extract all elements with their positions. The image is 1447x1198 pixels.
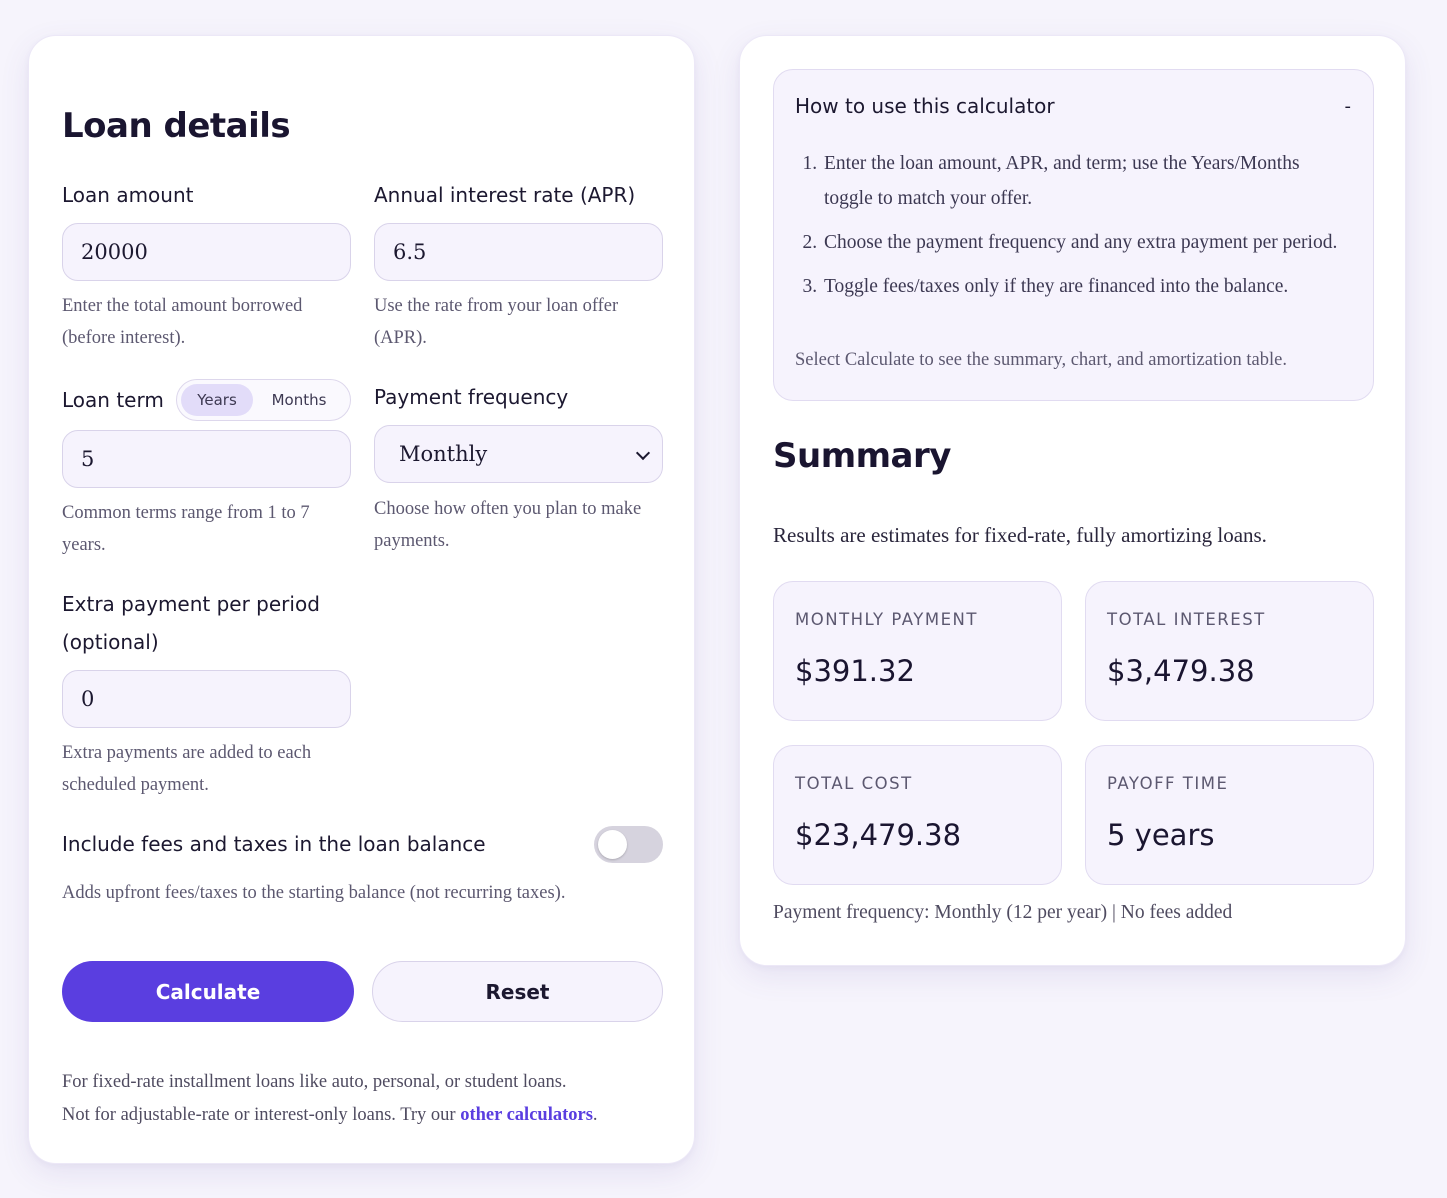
howto-step: Enter the loan amount, APR, and term; us…	[822, 146, 1352, 216]
stat-label: TOTAL INTEREST	[1107, 610, 1266, 629]
stat-label: PAYOFF TIME	[1107, 774, 1229, 793]
fees-hint: Adds upfront fees/taxes to the starting …	[62, 883, 566, 903]
payment-frequency-select[interactable]: Monthly	[374, 425, 663, 483]
fees-label: Include fees and taxes in the loan balan…	[62, 832, 486, 856]
fees-toggle[interactable]	[594, 826, 663, 863]
frequency-note: Payment frequency: Monthly (12 per year)…	[773, 902, 1233, 923]
loan-term-hint: Common terms range from 1 to 7 years.	[62, 503, 310, 555]
toggle-knob	[598, 830, 627, 859]
payment-frequency-hint: Choose how often you plan to make paymen…	[374, 499, 642, 551]
loan-details-title: Loan details	[62, 106, 291, 146]
summary-title: Summary	[773, 436, 951, 476]
extra-payment-input[interactable]: 0	[62, 670, 351, 728]
stat-label: MONTHLY PAYMENT	[795, 610, 978, 629]
loan-details-card: Loan details Loan amount 20000 Enter the…	[28, 35, 695, 1164]
howto-step: Choose the payment frequency and any ext…	[822, 225, 1352, 260]
loan-term-label: Loan term	[62, 388, 164, 412]
stat-value: $3,479.38	[1107, 654, 1255, 688]
extra-payment-label: Extra payment per period (optional)	[62, 592, 320, 654]
summary-intro: Results are estimates for fixed-rate, fu…	[773, 523, 1267, 547]
loan-amount-hint: Enter the total amount borrowed (before …	[62, 296, 303, 348]
apr-hint: Use the rate from your loan offer (APR).	[374, 296, 619, 348]
chevron-down-icon	[635, 445, 651, 461]
stat-monthly-payment: MONTHLY PAYMENT $391.32	[773, 581, 1062, 721]
loan-amount-label: Loan amount	[62, 183, 194, 207]
apr-input[interactable]: 6.5	[374, 223, 663, 281]
apr-label: Annual interest rate (APR)	[374, 183, 636, 207]
footnote-line-1: For fixed-rate installment loans like au…	[62, 1072, 567, 1092]
howto-panel: How to use this calculator - Enter the l…	[773, 69, 1374, 401]
term-unit-years[interactable]: Years	[181, 384, 253, 416]
stat-label: TOTAL COST	[795, 774, 913, 793]
payment-frequency-value: Monthly	[399, 442, 488, 466]
collapse-icon[interactable]: -	[1344, 96, 1352, 117]
howto-note: Select Calculate to see the summary, cha…	[795, 350, 1287, 370]
footnote-line-2: Not for adjustable-rate or interest-only…	[62, 1099, 598, 1132]
stat-total-cost: TOTAL COST $23,479.38	[773, 745, 1062, 885]
term-unit-toggle: Years Months	[176, 379, 351, 421]
stat-value: $391.32	[795, 654, 915, 688]
howto-steps: Enter the loan amount, APR, and term; us…	[822, 146, 1352, 313]
howto-title[interactable]: How to use this calculator	[795, 94, 1055, 118]
footnote-period: .	[592, 1105, 598, 1125]
extra-payment-hint: Extra payments are added to each schedul…	[62, 743, 312, 795]
howto-step: Toggle fees/taxes only if they are finan…	[822, 269, 1352, 304]
stat-total-interest: TOTAL INTEREST $3,479.38	[1085, 581, 1374, 721]
payment-frequency-label: Payment frequency	[374, 385, 569, 409]
other-calculators-link[interactable]: other calculators	[460, 1105, 593, 1125]
reset-button[interactable]: Reset	[372, 961, 663, 1022]
stat-payoff-time: PAYOFF TIME 5 years	[1085, 745, 1374, 885]
stat-value: 5 years	[1107, 818, 1215, 852]
stat-value: $23,479.38	[795, 818, 962, 852]
loan-term-input[interactable]: 5	[62, 430, 351, 488]
loan-amount-input[interactable]: 20000	[62, 223, 351, 281]
footnote-text: Not for adjustable-rate or interest-only…	[62, 1105, 461, 1125]
calculate-button[interactable]: Calculate	[62, 961, 354, 1022]
summary-card: How to use this calculator - Enter the l…	[739, 35, 1406, 966]
term-unit-months[interactable]: Months	[271, 391, 327, 409]
